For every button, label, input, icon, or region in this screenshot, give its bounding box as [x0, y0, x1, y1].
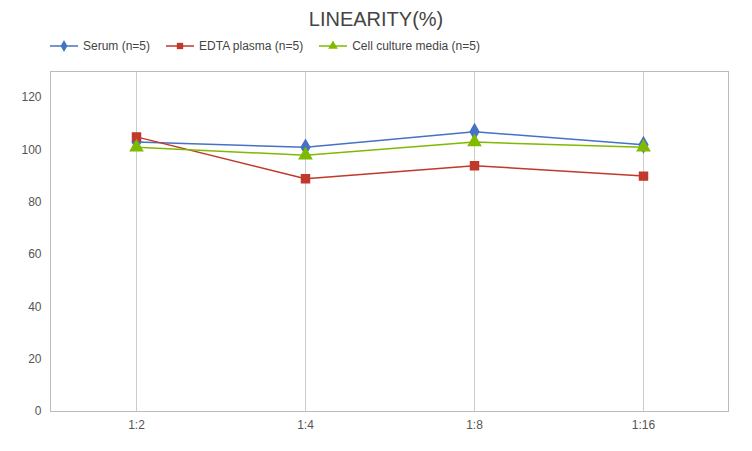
- svg-text:1:4: 1:4: [297, 418, 314, 432]
- svg-text:1:16: 1:16: [632, 418, 656, 432]
- svg-text:80: 80: [28, 195, 42, 209]
- svg-text:1:2: 1:2: [128, 418, 145, 432]
- svg-text:60: 60: [28, 247, 42, 261]
- svg-text:120: 120: [21, 90, 41, 104]
- html-text:LINEARITY(%): LINEARITY(%): [308, 8, 444, 30]
- html-text:Serum (n=5): Serum (n=5): [83, 39, 150, 53]
- svg-text:100: 100: [21, 143, 41, 157]
- svg-text:0: 0: [35, 404, 42, 418]
- svg-text:20: 20: [28, 352, 42, 366]
- html-text:Cell culture media (n=5): Cell culture media (n=5): [352, 39, 480, 53]
- svg-text:1:8: 1:8: [466, 418, 483, 432]
- html-text:EDTA plasma (n=5): EDTA plasma (n=5): [199, 39, 304, 53]
- svg-text:40: 40: [28, 300, 42, 314]
